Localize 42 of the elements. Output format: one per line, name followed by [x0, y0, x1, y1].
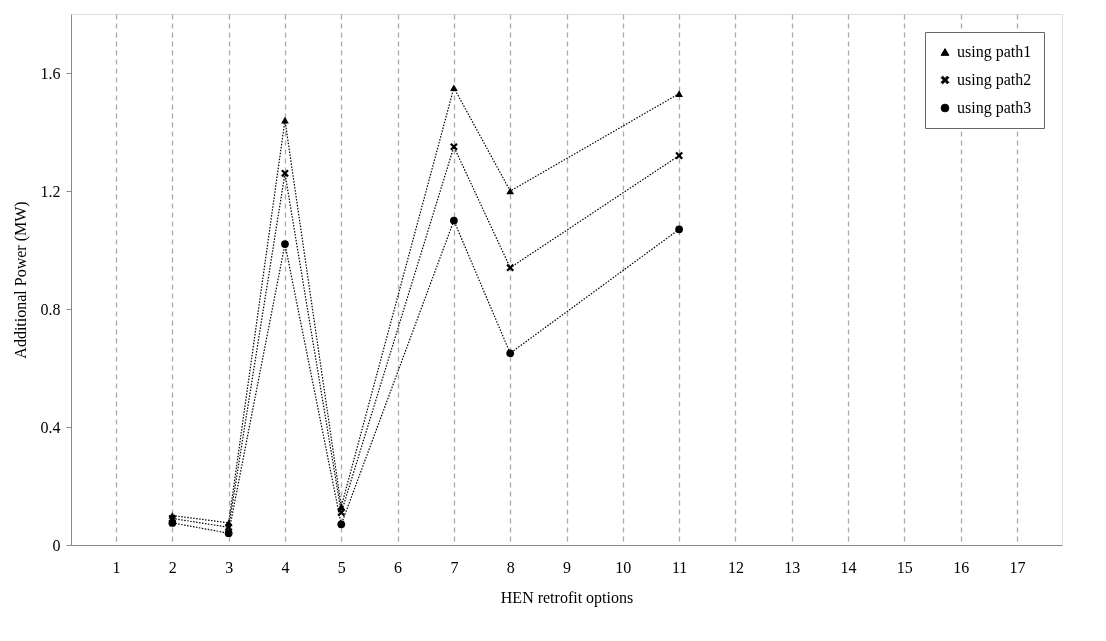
y-tick-label: 0.4	[40, 418, 61, 436]
point	[450, 84, 458, 92]
legend-label: using path1	[957, 43, 1032, 61]
point	[281, 169, 289, 178]
point	[675, 90, 683, 97]
y-axis-title: Additional Power (MW)	[11, 201, 30, 359]
point	[506, 263, 515, 272]
x-tick-label: 6	[394, 558, 403, 576]
x-tick-label: 15	[896, 558, 913, 576]
y-tick-label: 0	[52, 536, 61, 554]
point	[337, 508, 346, 517]
x-tick-label: 7	[450, 558, 459, 576]
point	[675, 151, 683, 160]
x-tick-label: 9	[563, 558, 571, 576]
y-tick-label: 1.2	[40, 182, 61, 200]
point	[337, 520, 346, 529]
x-tick-label: 13	[784, 558, 801, 576]
x-tick-label: 10	[615, 558, 632, 576]
x-tick-label: 11	[671, 558, 688, 576]
x-tick-label: 5	[337, 558, 346, 576]
point	[506, 349, 515, 358]
point	[450, 216, 458, 225]
x-tick-label: 8	[506, 558, 515, 576]
legend-label: using path2	[957, 71, 1032, 89]
y-tick-label: 1.6	[40, 64, 61, 82]
point	[168, 519, 177, 527]
x-tick-label: 4	[281, 558, 290, 576]
x-tick-label: 3	[225, 558, 234, 576]
point	[224, 529, 233, 538]
point	[281, 116, 289, 124]
x-tick-label: 14	[840, 558, 857, 576]
x-tick-label: 17	[1009, 558, 1026, 576]
legend-label: using path3	[957, 99, 1032, 117]
x-tick-label: 1	[112, 558, 121, 576]
x-tick-label: 2	[168, 558, 177, 576]
x-tick-label: 12	[727, 558, 744, 576]
point	[675, 225, 683, 234]
point	[281, 240, 289, 248]
x-axis-title: HEN retrofit options	[500, 588, 634, 607]
y-tick-label: 0.8	[40, 300, 61, 318]
point	[450, 142, 458, 151]
x-tick-label: 16	[953, 558, 970, 576]
